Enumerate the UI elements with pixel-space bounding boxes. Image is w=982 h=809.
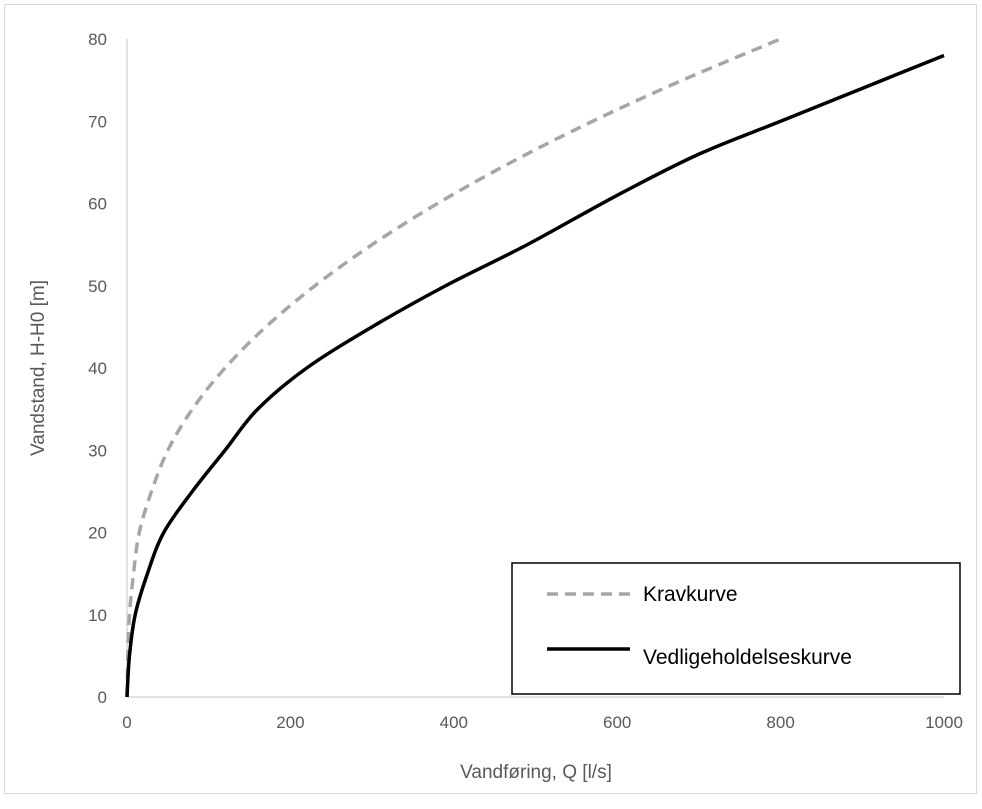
- x-tick-label: 200: [276, 713, 304, 732]
- series-line-vedligeholdelseskurve: [125, 53, 945, 698]
- x-tick-label: 1000: [925, 713, 963, 732]
- y-tick-label: 80: [88, 30, 107, 49]
- y-tick-label: 50: [88, 277, 107, 296]
- x-tick-label: 400: [440, 713, 468, 732]
- y-tick-label: 40: [88, 359, 107, 378]
- x-tick-label: 0: [122, 713, 131, 732]
- legend-label-kravkurve: Kravkurve: [643, 583, 738, 606]
- series-line-kravkurve: [125, 37, 782, 698]
- x-tick-label: 800: [766, 713, 794, 732]
- y-axis-title: Vandstand, H-H0 [m]: [28, 280, 49, 456]
- chart-series: [125, 37, 945, 698]
- x-tick-label: 600: [603, 713, 631, 732]
- y-tick-label: 60: [88, 195, 107, 214]
- y-tick-label: 30: [88, 441, 107, 460]
- y-tick-label: 70: [88, 112, 107, 131]
- y-tick-label: 20: [88, 524, 107, 543]
- y-tick-label: 10: [88, 606, 107, 625]
- chart-axes: 0 200 400 600 800 1000 0 10 20 30 40 50 60 70 80: [88, 30, 963, 732]
- x-axis-title: Vandføring, Q [l/s]: [460, 762, 612, 783]
- legend-box: [511, 562, 961, 695]
- legend-label-vedligeholdelseskurve: Vedligeholdelseskurve: [643, 646, 852, 669]
- chart-legend: Kravkurve Vedligeholdelseskurve: [511, 562, 961, 695]
- y-tick-label: 0: [98, 688, 107, 707]
- chart-frame: [4, 4, 977, 794]
